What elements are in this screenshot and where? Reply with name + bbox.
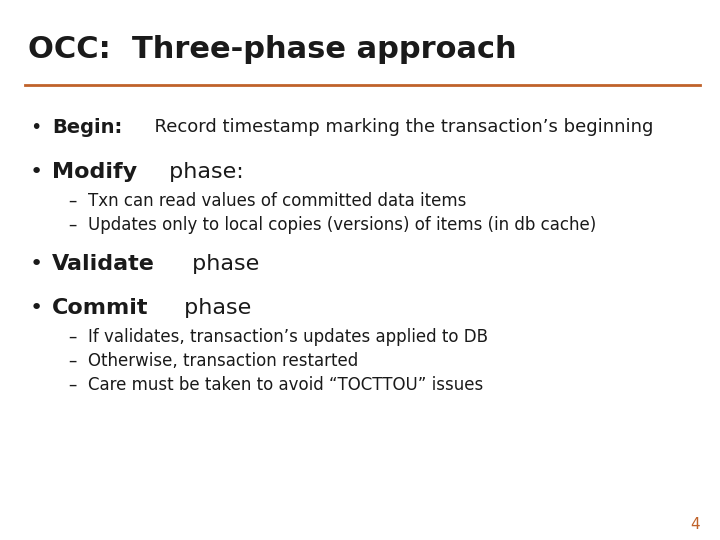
Text: –: – [68, 328, 76, 346]
Text: Commit: Commit [52, 298, 148, 318]
Text: –: – [68, 192, 76, 210]
Text: •: • [30, 162, 42, 182]
Text: Updates only to local copies (versions) of items (in db cache): Updates only to local copies (versions) … [88, 216, 596, 234]
Text: Care must be taken to avoid “TOCTTOU” issues: Care must be taken to avoid “TOCTTOU” is… [88, 376, 483, 394]
Text: phase: phase [185, 254, 259, 274]
Text: •: • [30, 298, 42, 318]
Text: Begin:: Begin: [52, 118, 122, 137]
Text: phase: phase [176, 298, 251, 318]
Text: If validates, transaction’s updates applied to DB: If validates, transaction’s updates appl… [88, 328, 488, 346]
Text: Validate: Validate [52, 254, 155, 274]
Text: Txn can read values of committed data items: Txn can read values of committed data it… [88, 192, 467, 210]
Text: Modify: Modify [52, 162, 137, 182]
Text: Otherwise, transaction restarted: Otherwise, transaction restarted [88, 352, 359, 370]
Text: –: – [68, 352, 76, 370]
Text: –: – [68, 376, 76, 394]
Text: –: – [68, 216, 76, 234]
Text: phase:: phase: [162, 162, 243, 182]
Text: OCC:  Three-phase approach: OCC: Three-phase approach [28, 35, 517, 64]
Text: 4: 4 [690, 517, 700, 532]
Text: •: • [30, 118, 42, 137]
Text: •: • [30, 254, 42, 274]
Text: Record timestamp marking the transaction’s beginning: Record timestamp marking the transaction… [143, 118, 653, 136]
